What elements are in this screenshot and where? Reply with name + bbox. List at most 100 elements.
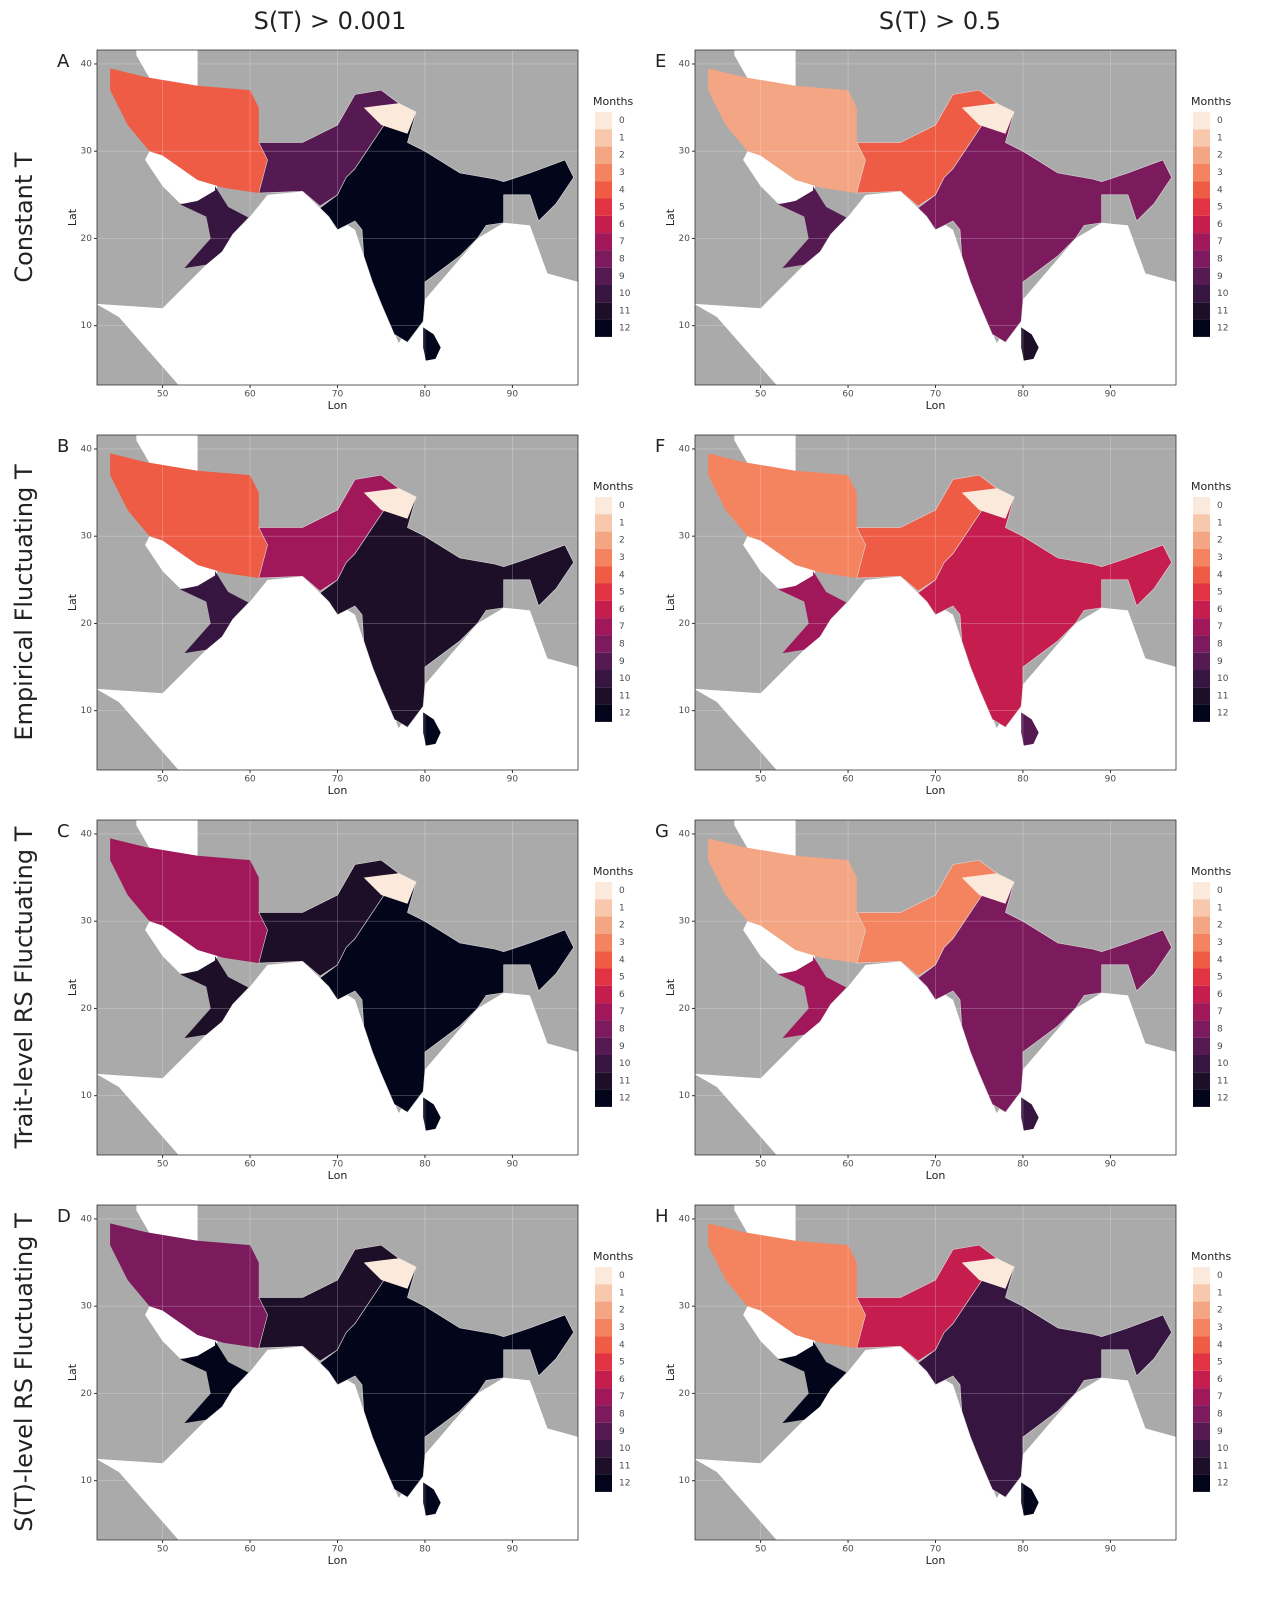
legend-swatch xyxy=(1193,1475,1210,1492)
legend-label: 3 xyxy=(1217,938,1223,948)
legend-label: 3 xyxy=(619,553,625,563)
legend-swatch xyxy=(1193,705,1210,722)
x-tick-label: 90 xyxy=(1105,390,1117,400)
x-axis-label: Lon xyxy=(328,1554,348,1567)
y-tick-label: 40 xyxy=(679,59,691,69)
legend-swatch xyxy=(1193,1090,1210,1107)
legend-swatch xyxy=(595,1055,612,1072)
x-tick-label: 50 xyxy=(755,775,767,785)
legend-label: 6 xyxy=(1217,605,1223,615)
legend-swatch xyxy=(1193,1267,1210,1284)
legend-title: Months xyxy=(1191,95,1231,108)
legend-label: 11 xyxy=(619,691,630,701)
x-tick-label: 50 xyxy=(157,775,169,785)
legend-label: 6 xyxy=(619,605,625,615)
legend-swatch xyxy=(595,532,612,549)
x-tick-label: 80 xyxy=(1017,1545,1029,1555)
legend-label: 9 xyxy=(1217,657,1223,667)
legend-swatch xyxy=(595,986,612,1003)
legend-swatch xyxy=(1193,1284,1210,1301)
x-tick-label: 70 xyxy=(930,1545,942,1555)
legend-label: 0 xyxy=(619,886,625,896)
legend-label: 8 xyxy=(1217,255,1223,265)
legend-swatch xyxy=(595,1336,612,1353)
legend-swatch xyxy=(1193,618,1210,635)
legend-label: 6 xyxy=(619,220,625,230)
legend-swatch xyxy=(595,1020,612,1037)
legend-swatch xyxy=(595,934,612,951)
legend-swatch xyxy=(595,618,612,635)
y-tick-label: 30 xyxy=(81,147,93,157)
y-tick-label: 10 xyxy=(679,706,691,716)
legend-swatch xyxy=(1193,549,1210,566)
legend-swatch xyxy=(595,635,612,652)
y-tick-label: 10 xyxy=(81,321,93,331)
legend-swatch xyxy=(1193,199,1210,216)
x-tick-label: 70 xyxy=(930,775,942,785)
x-tick-label: 70 xyxy=(930,390,942,400)
legend-label: 1 xyxy=(1217,1288,1223,1298)
legend-label: 3 xyxy=(1217,1323,1223,1333)
legend-label: 4 xyxy=(619,1340,625,1350)
legend-swatch xyxy=(595,1405,612,1422)
figure: S(T) > 0.001 S(T) > 0.5 Constant TEmpiri… xyxy=(0,0,1271,1611)
legend-swatch xyxy=(595,687,612,704)
y-axis-label: Lat xyxy=(66,208,79,226)
map xyxy=(96,47,579,387)
legend-swatch xyxy=(595,670,612,687)
legend-label: 8 xyxy=(619,1025,625,1035)
legend-label: 10 xyxy=(619,1059,631,1069)
x-axis-label: Lon xyxy=(328,1169,348,1182)
legend-label: 12 xyxy=(619,1479,630,1489)
x-tick-label: 50 xyxy=(157,1545,169,1555)
y-tick-label: 10 xyxy=(81,1476,93,1486)
panel-letter: C xyxy=(57,821,70,842)
legend-label: 10 xyxy=(619,289,631,299)
legend-swatch xyxy=(1193,917,1210,934)
legend-swatch xyxy=(595,1302,612,1319)
x-tick-label: 50 xyxy=(157,390,169,400)
legend-label: 12 xyxy=(619,1094,630,1104)
legend-swatch xyxy=(1193,1457,1210,1474)
x-tick-label: 70 xyxy=(332,1160,344,1170)
legend-swatch xyxy=(595,302,612,319)
legend-swatch xyxy=(1193,216,1210,233)
legend-label: 8 xyxy=(1217,1025,1223,1035)
legend-swatch xyxy=(595,1003,612,1020)
legend-swatch xyxy=(1193,1336,1210,1353)
y-axis-label: Lat xyxy=(66,978,79,996)
legend-swatch xyxy=(595,1440,612,1457)
legend-swatch xyxy=(1193,1055,1210,1072)
legend-swatch xyxy=(595,882,612,899)
legend-label: 3 xyxy=(1217,553,1223,563)
legend-label: 8 xyxy=(619,640,625,650)
x-tick-label: 90 xyxy=(507,775,519,785)
legend-swatch xyxy=(1193,566,1210,583)
legend-swatch xyxy=(1193,969,1210,986)
panel-letter: F xyxy=(655,436,665,457)
x-axis-label: Lon xyxy=(328,784,348,797)
panel-letter: E xyxy=(655,51,666,72)
x-tick-label: 60 xyxy=(842,390,854,400)
row-label: Trait-level RS Fluctuating T xyxy=(10,826,38,1149)
legend-swatch xyxy=(595,1319,612,1336)
legend-label: 0 xyxy=(1217,501,1223,511)
y-tick-label: 10 xyxy=(81,706,93,716)
legend-title: Months xyxy=(593,95,633,108)
legend-title: Months xyxy=(593,1250,633,1263)
legend-swatch xyxy=(1193,320,1210,337)
legend-swatch xyxy=(595,216,612,233)
legend-label: 7 xyxy=(1217,237,1223,247)
legend-label: 4 xyxy=(619,185,625,195)
map xyxy=(96,817,579,1157)
legend-label: 3 xyxy=(619,1323,625,1333)
y-axis-label: Lat xyxy=(664,1363,677,1381)
legend-label: 0 xyxy=(619,1271,625,1281)
panel-letter: B xyxy=(57,436,69,457)
legend-label: 3 xyxy=(619,168,625,178)
map-panel: 506070809010203040LonLatEMonths012345678… xyxy=(655,47,1231,412)
legend-label: 8 xyxy=(619,255,625,265)
legend-label: 0 xyxy=(619,501,625,511)
panel-letter: H xyxy=(655,1206,669,1227)
legend-swatch xyxy=(595,951,612,968)
